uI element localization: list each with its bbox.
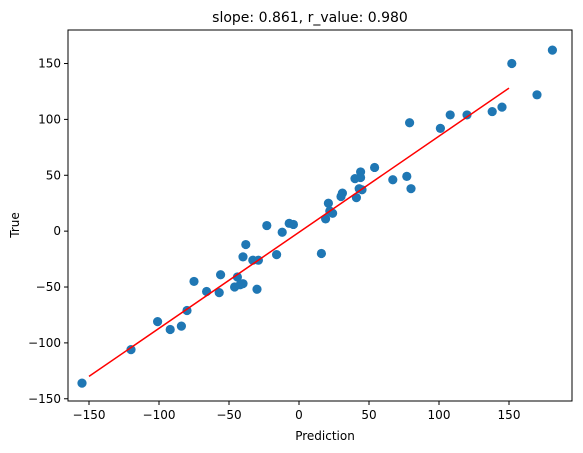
x-tick-label: −50 [216,408,241,422]
scatter-point [272,250,282,260]
scatter-point [232,272,242,282]
scatter-point [487,106,497,117]
scatter-point [532,90,542,100]
scatter-point [202,286,212,297]
scatter-point [547,45,558,55]
scatter-point [337,188,347,198]
y-tick-label: −150 [28,392,61,406]
x-tick-label: −100 [143,408,176,422]
scatter-point [445,110,455,120]
scatter-point [153,317,163,327]
scatter-point [262,220,272,231]
scatter-point [277,227,287,237]
scatter-point [126,345,136,355]
y-tick-label: 50 [46,168,61,182]
x-tick-label: 0 [295,408,303,422]
y-axis-ticks: −150 −100 −50 0 50 100 150 [28,57,68,406]
plot-area [77,45,558,388]
scatter-point [241,239,251,250]
y-axis-label: True [8,212,22,239]
scatter-point [323,198,333,208]
scatter-point [497,102,507,112]
scatter-point [214,288,224,298]
scatter-point [176,321,186,331]
scatter-point [388,175,398,185]
scatter-point [405,118,415,128]
scatter-point [288,219,298,230]
scatter-point [356,172,366,183]
scatter-point [402,171,412,181]
scatter-point [77,378,87,388]
x-tick-label: 150 [498,408,521,422]
x-tick-label: −150 [73,408,106,422]
x-axis-label: Prediction [295,429,355,443]
scatter-point [370,162,380,173]
regression-line [88,87,510,378]
scatter-point [435,123,445,133]
y-tick-label: −50 [36,280,61,294]
scatter-point [321,214,331,224]
x-tick-label: 100 [428,408,451,422]
x-axis-ticks: −150 −100 −50 0 50 100 150 [73,401,521,422]
scatter-point [216,270,226,280]
scatter-point [189,276,199,287]
plot-frame [67,29,573,402]
scatter-point [238,279,248,289]
y-tick-label: −100 [28,336,61,350]
chart-title: slope: 0.861, r_value: 0.980 [212,10,408,26]
y-tick-label: 0 [53,224,61,238]
scatter-point [406,184,416,194]
x-tick-label: 50 [361,408,376,422]
scatter-point [165,324,175,335]
scatter-point [238,252,248,262]
scatter-point [462,110,472,120]
y-tick-label: 150 [38,57,61,71]
scatter-point [316,248,326,259]
y-tick-label: 100 [38,112,61,126]
scatter-point [507,58,517,69]
scatter-point [252,284,262,294]
